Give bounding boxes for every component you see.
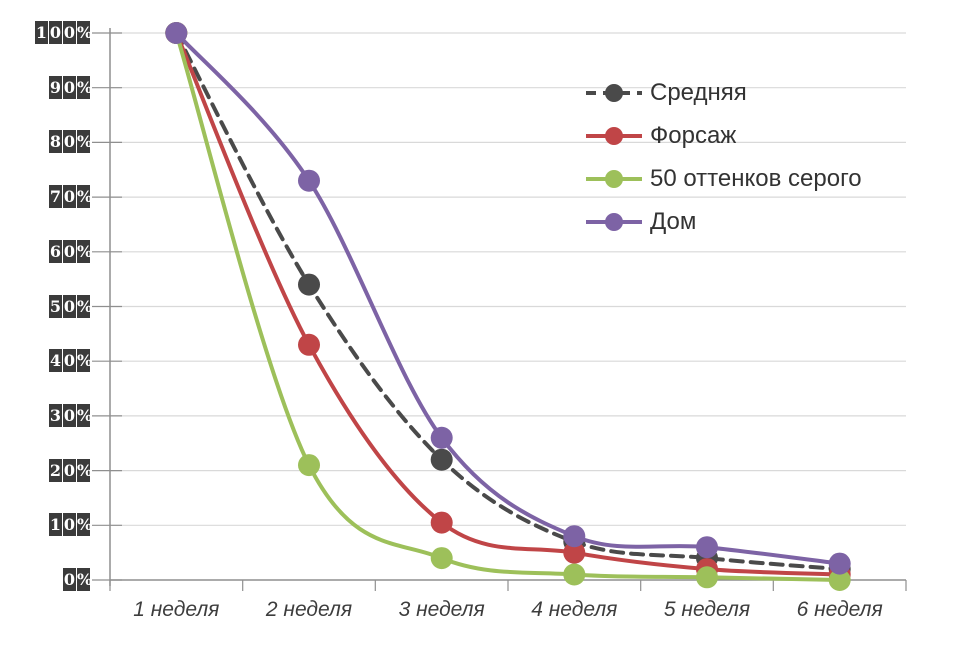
y-axis-tick-char: 5 — [49, 294, 62, 318]
y-axis-tick-label: 0% — [0, 568, 93, 591]
y-axis-tick-char: 0 — [63, 568, 76, 591]
y-axis-tick-char: 2 — [49, 458, 62, 482]
y-axis-tick-char: 8 — [49, 130, 62, 154]
data-point — [298, 333, 320, 356]
y-axis-tick-char: % — [77, 75, 93, 99]
y-axis-tick-label: 9 0% — [0, 75, 93, 99]
series-line — [174, 31, 842, 572]
data-point — [430, 426, 453, 449]
y-axis-tick-label: 3 0% — [0, 403, 93, 427]
y-axis-tick-char: 4 — [49, 349, 62, 373]
y-axis-tick-char: % — [77, 294, 93, 318]
data-point — [563, 563, 586, 586]
y-axis-tick-char: % — [77, 513, 93, 537]
data-point — [563, 525, 586, 548]
y-axis-tick-label: 2 0% — [0, 458, 93, 482]
data-point — [563, 541, 586, 564]
data-point — [165, 22, 188, 44]
y-axis-tick-label: 1 0% — [0, 513, 93, 537]
y-axis-tick-label: 4 0% — [0, 349, 93, 373]
x-axis-label: 2 неделя — [265, 598, 353, 621]
data-point — [828, 552, 851, 575]
y-axis-tick-char: % — [77, 403, 93, 427]
legend-marker-dot — [605, 126, 623, 145]
legend-marker-dot — [605, 212, 623, 231]
data-point — [828, 569, 851, 591]
data-point — [298, 273, 320, 296]
y-axis-tick-char: 0 — [63, 239, 76, 263]
legend-marker — [586, 83, 642, 102]
y-axis-tick-char: % — [77, 130, 93, 154]
legend-label: Дом — [650, 207, 697, 235]
data-point — [430, 547, 453, 570]
y-axis-tick-char: 0 — [49, 21, 62, 44]
y-axis-tick-char: % — [77, 239, 93, 263]
y-axis-tick-char: % — [77, 458, 93, 482]
y-axis-tick-char: % — [77, 21, 93, 44]
y-axis-tick-char: 0 — [63, 185, 76, 209]
y-axis-tick-label: 5 0% — [0, 294, 93, 318]
legend-marker — [586, 169, 642, 188]
legend: Средняя Форсаж 50 оттенков серого Дом — [585, 71, 862, 243]
y-axis-tick-char: 7 — [49, 185, 62, 209]
legend-marker — [586, 212, 642, 231]
data-point — [696, 536, 718, 559]
y-axis-tick-char: 0 — [63, 458, 76, 482]
y-axis-tick-label: 1 0 0% — [0, 21, 93, 44]
legend-label: 50 оттенков серого — [650, 164, 862, 192]
legend-label: Форсаж — [650, 121, 737, 149]
x-axis-label: 6 неделя — [796, 598, 883, 621]
x-axis-label: 1 неделя — [133, 598, 220, 621]
data-point — [430, 511, 453, 534]
y-axis-tick-char: % — [77, 349, 93, 373]
y-axis-tick-char: 1 — [49, 513, 62, 537]
y-axis-tick-char: 0 — [63, 21, 76, 44]
y-axis-tick-char: 6 — [49, 239, 62, 263]
y-axis-tick-char: 0 — [63, 349, 76, 373]
data-point — [298, 454, 320, 477]
y-axis-tick-char: % — [77, 185, 93, 209]
legend-item: Дом — [585, 200, 862, 243]
y-axis-tick-char: 0 — [63, 513, 76, 537]
y-axis-tick-char: 0 — [63, 130, 76, 154]
y-axis-tick-char: 9 — [49, 75, 62, 99]
legend-item: Средняя — [585, 71, 862, 114]
y-axis-tick-char: 0 — [63, 294, 76, 318]
y-axis-tick-char: 0 — [63, 75, 76, 99]
legend-label: Средняя — [650, 78, 747, 106]
x-axis-label: 3 неделя — [398, 598, 485, 621]
legend-marker-dot — [605, 83, 623, 102]
x-axis-label: 4 неделя — [531, 598, 618, 621]
data-point — [696, 566, 718, 589]
legend-item: 50 оттенков серого — [585, 157, 862, 200]
y-axis-tick-char: 0 — [63, 403, 76, 427]
y-axis-tick-char: 1 — [35, 21, 48, 44]
legend-marker-dot — [605, 169, 623, 188]
y-axis-tick-char: 3 — [49, 403, 62, 427]
y-axis-tick-label: 7 0% — [0, 185, 93, 209]
legend-marker — [586, 126, 642, 145]
x-axis-label: 5 неделя — [663, 598, 751, 621]
data-point — [430, 448, 453, 471]
y-axis-tick-char: % — [77, 568, 93, 591]
y-axis-tick-label: 8 0% — [0, 130, 93, 154]
y-axis-tick-label: 6 0% — [0, 239, 93, 263]
legend-item: Форсаж — [585, 114, 862, 157]
data-point — [298, 169, 320, 192]
